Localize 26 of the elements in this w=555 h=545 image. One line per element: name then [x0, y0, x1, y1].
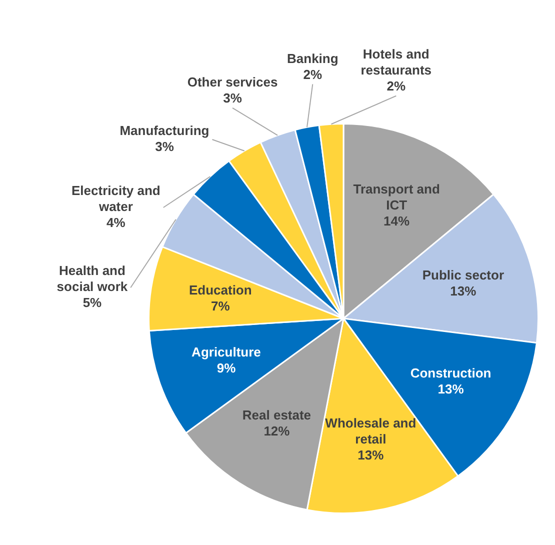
data-label: 13%	[358, 448, 384, 463]
data-label: 12%	[264, 423, 290, 438]
data-label: 2%	[303, 66, 322, 82]
slice-label: Hotels and restaurants	[360, 46, 432, 78]
slice-label: Other services	[187, 74, 278, 90]
data-label: 5%	[82, 295, 102, 310]
slice-label: Construction	[410, 366, 492, 381]
data-label: 7%	[210, 298, 230, 314]
data-label: 14%	[384, 213, 410, 228]
slice-label: Public sector	[422, 267, 504, 282]
data-label: 9%	[216, 360, 236, 376]
data-label: 2%	[386, 78, 406, 94]
slice-label: Real estate	[242, 407, 312, 422]
slice-label: Banking	[286, 50, 338, 66]
data-label: 3%	[223, 90, 242, 106]
slice-label: Wholesale and retail	[325, 416, 416, 447]
data-label: 13%	[438, 382, 464, 397]
slice-label: Transport and ICT	[353, 181, 440, 212]
slice-label: Manufacturing	[120, 123, 210, 138]
slice-label: Health and social work	[56, 263, 128, 294]
data-label: 3%	[155, 139, 174, 154]
data-label: 4%	[106, 215, 126, 230]
data-label: 13%	[450, 283, 477, 298]
slice-label: Electricity and water	[72, 183, 160, 214]
slice-label: Agriculture	[192, 344, 261, 360]
slice-label: Education	[188, 282, 252, 298]
